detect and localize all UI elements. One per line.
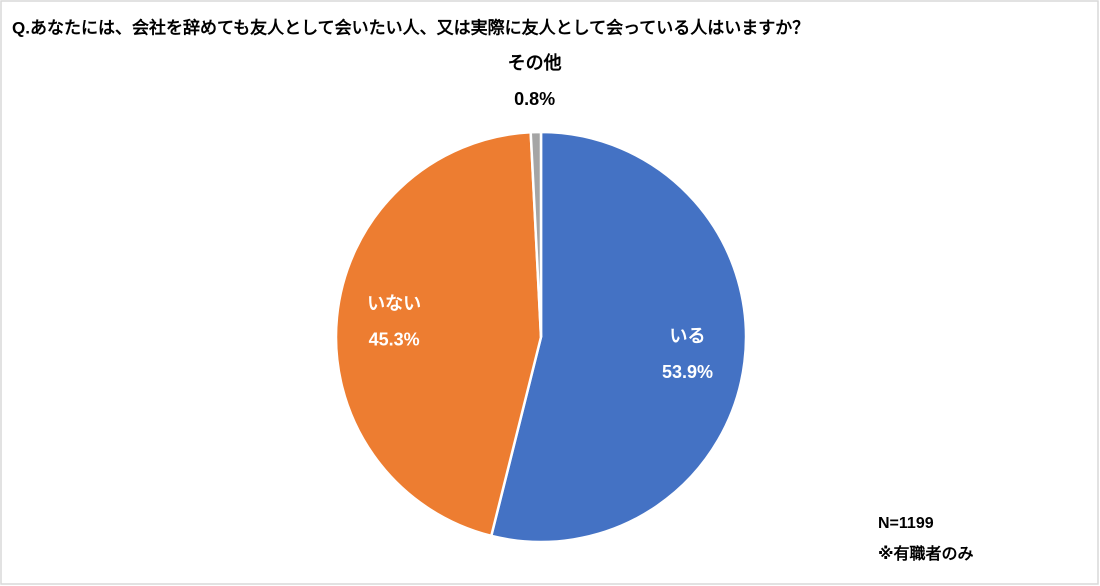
note: ※有職者のみ xyxy=(878,544,974,563)
slice-label: いない xyxy=(367,293,421,313)
slice-label: いる xyxy=(669,326,705,346)
pie-slice xyxy=(489,130,748,544)
pie-slice xyxy=(334,130,543,538)
note: N=1199 xyxy=(878,515,934,532)
slice-value-label: 0.8% xyxy=(514,89,555,109)
chart-title: Q.あなたには、会社を辞めても友人として会いたい人、又は実際に友人として会ってい… xyxy=(12,17,809,37)
slice-value-label: 53.9% xyxy=(662,362,713,382)
slice-label: その他 xyxy=(508,52,562,73)
slice-value-label: 45.3% xyxy=(369,329,420,349)
pie-slice xyxy=(529,130,543,338)
